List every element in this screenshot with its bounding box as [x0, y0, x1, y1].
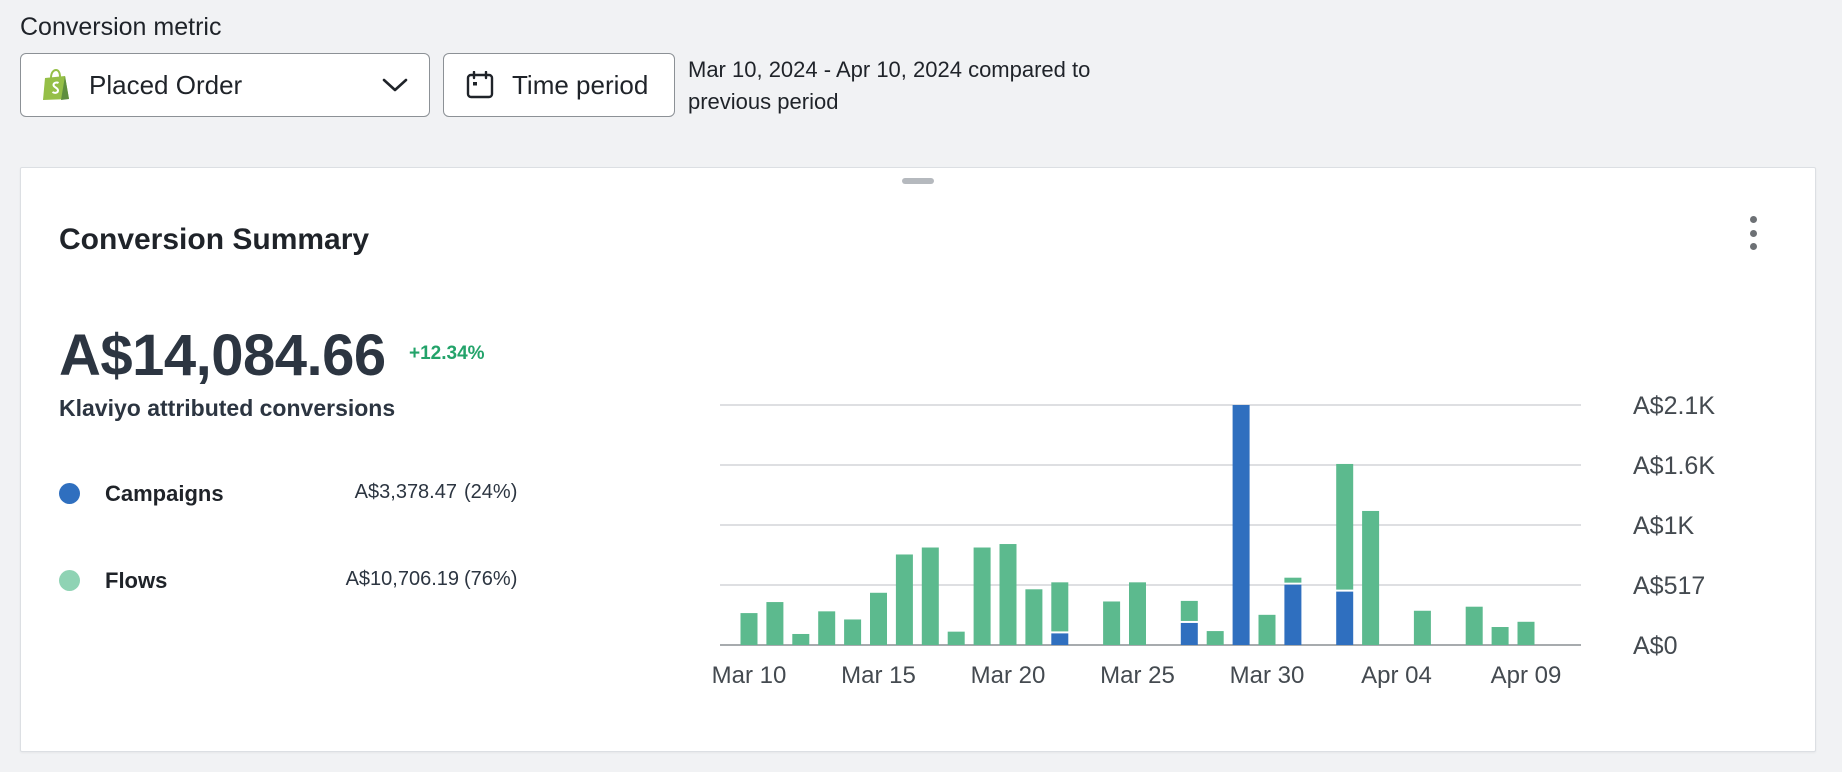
legend-percent: (76%): [464, 568, 518, 590]
bar-flows[interactable]: [818, 611, 836, 645]
percent-change-badge: +12.34%: [409, 343, 485, 364]
bar-flows[interactable]: [1413, 610, 1431, 645]
bar-flows[interactable]: [921, 547, 939, 645]
bar-flows[interactable]: [1051, 582, 1069, 632]
legend-percent: (24%): [464, 481, 518, 503]
chevron-down-icon: [382, 78, 408, 92]
bar-flows[interactable]: [999, 544, 1017, 645]
legend-amount: A$10,706.19: [345, 568, 459, 590]
bar-flows[interactable]: [1025, 589, 1043, 645]
drag-handle-icon[interactable]: [902, 178, 934, 184]
bar-flows[interactable]: [1362, 510, 1380, 645]
x-tick-label: Mar 10: [712, 662, 787, 689]
campaigns-color-dot: [59, 483, 80, 504]
y-tick-label: A$1.6K: [1633, 452, 1715, 480]
x-tick-label: Mar 25: [1100, 662, 1175, 689]
bar-flows[interactable]: [1284, 577, 1302, 583]
conversion-summary-card: Conversion Summary A$14,084.66 +12.34% K…: [20, 167, 1816, 752]
x-tick-label: Apr 04: [1361, 662, 1432, 689]
bar-campaigns[interactable]: [1180, 622, 1198, 645]
bar-flows[interactable]: [947, 631, 965, 645]
more-vertical-icon[interactable]: [1743, 216, 1763, 250]
y-tick-label: A$517: [1633, 572, 1705, 600]
bar-flows[interactable]: [740, 613, 758, 645]
bar-flows[interactable]: [844, 619, 862, 645]
x-tick-label: Mar 20: [971, 662, 1046, 689]
legend-item-campaigns: Campaigns A$3,378.47 (24%): [59, 479, 517, 509]
bar-flows[interactable]: [1491, 627, 1509, 645]
legend-item-flows: Flows A$10,706.19 (76%): [59, 566, 517, 596]
y-tick-label: A$1K: [1633, 512, 1694, 540]
x-tick-label: Mar 15: [841, 662, 916, 689]
time-period-button[interactable]: Time period: [443, 53, 675, 117]
legend-amount: A$3,378.47: [354, 481, 457, 503]
legend-label: Campaigns: [105, 481, 224, 506]
bar-flows[interactable]: [1336, 463, 1354, 590]
bar-flows[interactable]: [1180, 600, 1198, 621]
bar-flows[interactable]: [870, 592, 887, 645]
bar-campaigns[interactable]: [1336, 591, 1354, 645]
flows-color-dot: [59, 570, 80, 591]
conversion-metric-label: Conversion metric: [20, 13, 222, 41]
conversion-metric-dropdown[interactable]: Placed Order: [20, 53, 430, 117]
bar-flows[interactable]: [1258, 614, 1276, 645]
x-tick-label: Apr 09: [1491, 662, 1562, 689]
shopify-bag-icon: [43, 69, 69, 100]
bar-flows[interactable]: [1129, 582, 1146, 645]
y-tick-label: A$0: [1633, 632, 1677, 660]
card-title: Conversion Summary: [59, 223, 370, 256]
total-conversion-value: A$14,084.66: [59, 323, 386, 388]
bar-campaigns[interactable]: [1284, 584, 1302, 645]
legend-label: Flows: [105, 568, 168, 593]
bar-flows[interactable]: [1103, 601, 1121, 645]
period-description: Mar 10, 2024 - Apr 10, 2024 compared to …: [688, 57, 1091, 114]
bar-flows[interactable]: [1206, 631, 1224, 645]
bar-flows[interactable]: [792, 633, 810, 645]
bar-flows[interactable]: [895, 554, 913, 645]
x-tick-label: Mar 30: [1230, 662, 1305, 689]
calendar-icon: [466, 71, 494, 99]
bar-flows[interactable]: [766, 602, 784, 645]
bar-campaigns[interactable]: [1232, 405, 1250, 645]
bar-flows[interactable]: [1517, 621, 1535, 645]
bar-flows[interactable]: [1465, 606, 1483, 645]
selected-metric: Placed Order: [89, 69, 243, 100]
bar-campaigns[interactable]: [1051, 633, 1069, 645]
conversions-subtitle: Klaviyo attributed conversions: [59, 395, 396, 421]
time-period-label: Time period: [512, 69, 649, 100]
bar-flows[interactable]: [973, 547, 991, 645]
conversion-bar-chart: A$0 A$517 A$1K A$1.6K A$2.1K Mar 10 Mar 15 Mar …: [712, 392, 1716, 689]
y-tick-label: A$2.1K: [1633, 392, 1715, 420]
